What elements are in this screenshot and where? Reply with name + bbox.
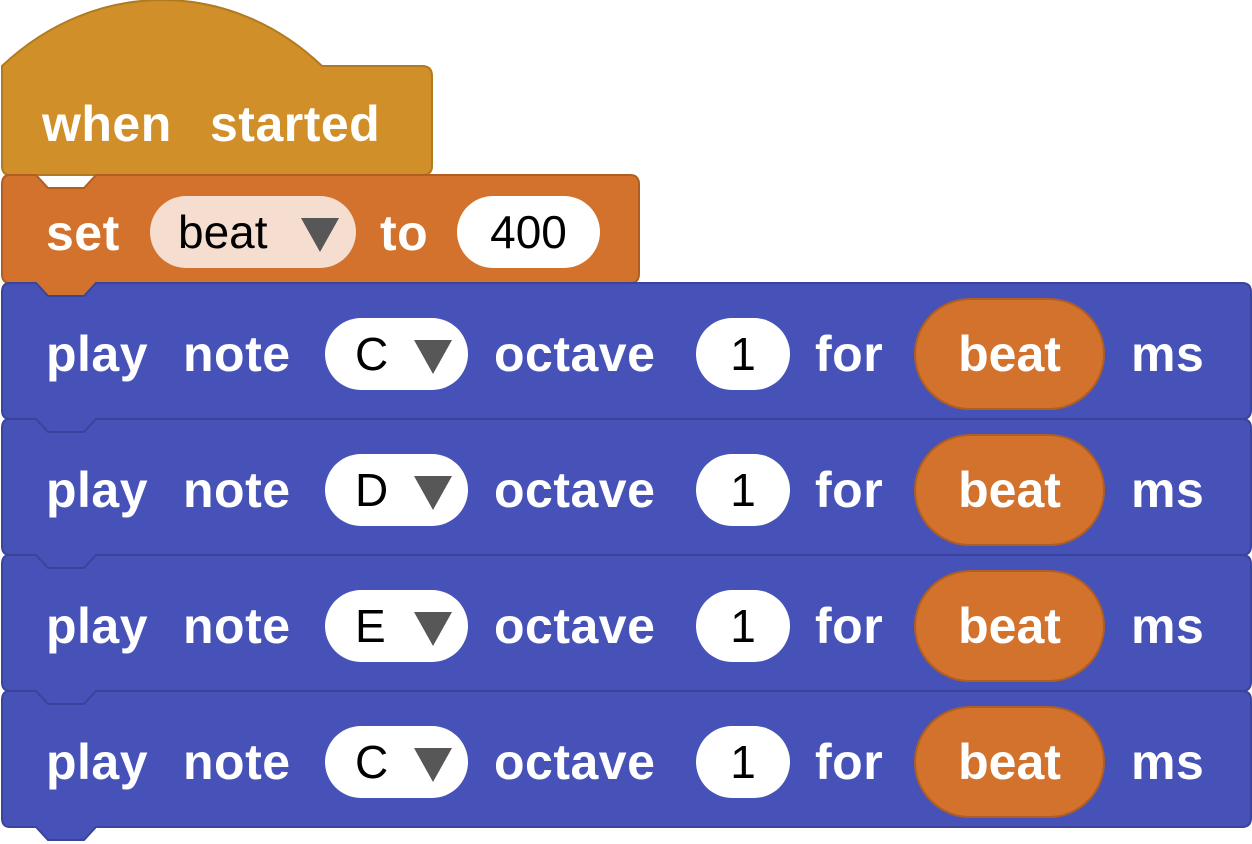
octave-value: 1: [730, 736, 756, 788]
octave-field[interactable]: 1: [696, 454, 790, 526]
beat-reporter-label: beat: [958, 326, 1061, 382]
octave-label: octave: [494, 462, 656, 518]
beat-reporter-label: beat: [958, 598, 1061, 654]
beat-variable-reporter[interactable]: beat: [914, 570, 1105, 682]
set-value-field[interactable]: 400: [457, 196, 600, 268]
ms-label: ms: [1131, 598, 1205, 654]
octave-label: octave: [494, 734, 656, 790]
note-dropdown-value: D: [355, 464, 389, 516]
dropdown-arrow-icon: [414, 476, 452, 510]
octave-field[interactable]: 1: [696, 726, 790, 798]
octave-value: 1: [730, 600, 756, 652]
note-dropdown[interactable]: E: [325, 590, 468, 662]
dropdown-arrow-icon: [414, 612, 452, 646]
note-dropdown[interactable]: C: [325, 318, 468, 390]
octave-field[interactable]: 1: [696, 318, 790, 390]
to-label: to: [380, 205, 429, 261]
note-dropdown[interactable]: C: [325, 726, 468, 798]
note-label: note: [183, 734, 291, 790]
set-value-text: 400: [490, 206, 567, 258]
dropdown-arrow-icon: [301, 218, 339, 252]
beat-reporter-label: beat: [958, 462, 1061, 518]
note-label: note: [183, 598, 291, 654]
note-label: note: [183, 462, 291, 518]
for-label: for: [815, 462, 884, 518]
play-label: play: [46, 734, 149, 790]
octave-value: 1: [730, 328, 756, 380]
note-label: note: [183, 326, 291, 382]
octave-label: octave: [494, 598, 656, 654]
ms-label: ms: [1131, 734, 1205, 790]
note-dropdown-value: C: [355, 328, 389, 380]
ms-label: ms: [1131, 462, 1205, 518]
note-dropdown-value: E: [355, 600, 386, 652]
dropdown-arrow-icon: [414, 340, 452, 374]
for-label: for: [815, 598, 884, 654]
variable-dropdown[interactable]: beat: [150, 196, 356, 268]
set-label: set: [46, 205, 120, 261]
note-dropdown[interactable]: D: [325, 454, 468, 526]
octave-value: 1: [730, 464, 756, 516]
for-label: for: [815, 734, 884, 790]
variable-dropdown-value: beat: [178, 206, 268, 258]
beat-variable-reporter[interactable]: beat: [914, 298, 1105, 410]
play-label: play: [46, 326, 149, 382]
beat-variable-reporter[interactable]: beat: [914, 434, 1105, 546]
beat-reporter-label: beat: [958, 734, 1061, 790]
note-dropdown-value: C: [355, 736, 389, 788]
for-label: for: [815, 326, 884, 382]
octave-field[interactable]: 1: [696, 590, 790, 662]
hat-label-started: started: [210, 96, 381, 152]
octave-label: octave: [494, 326, 656, 382]
play-label: play: [46, 462, 149, 518]
dropdown-arrow-icon: [414, 748, 452, 782]
beat-variable-reporter[interactable]: beat: [914, 706, 1105, 818]
ms-label: ms: [1131, 326, 1205, 382]
play-label: play: [46, 598, 149, 654]
hat-label-when: when: [42, 96, 172, 152]
